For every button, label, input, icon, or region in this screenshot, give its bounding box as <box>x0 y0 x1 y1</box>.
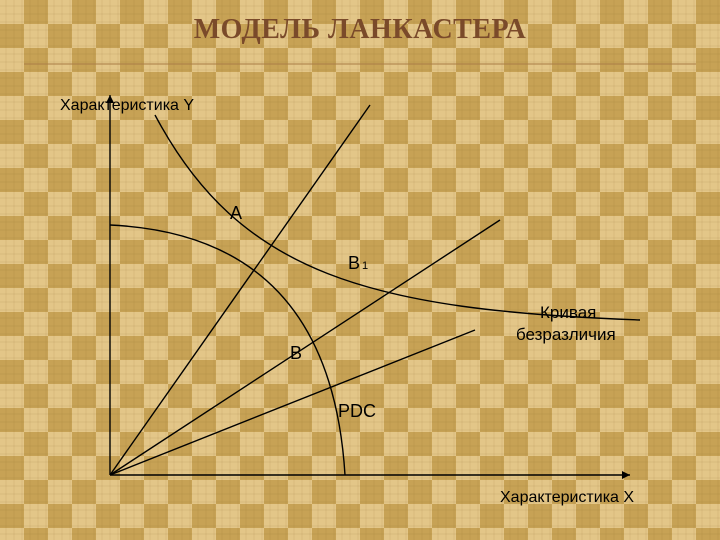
x-axis-label: Характеристика X <box>500 488 634 508</box>
page-title: МОДЕЛЬ ЛАНКАСТЕРА <box>0 14 720 46</box>
label-indiff-2: безразличия <box>516 324 616 345</box>
label-b1-sub: 1 <box>362 260 368 274</box>
label-b: B <box>290 342 302 365</box>
label-a: A <box>230 202 242 225</box>
label-b1: B <box>348 252 360 275</box>
label-indiff-1: Кривая <box>540 302 596 323</box>
label-pdc: PDC <box>338 400 376 423</box>
y-axis-label: Характеристика Y <box>60 96 194 116</box>
